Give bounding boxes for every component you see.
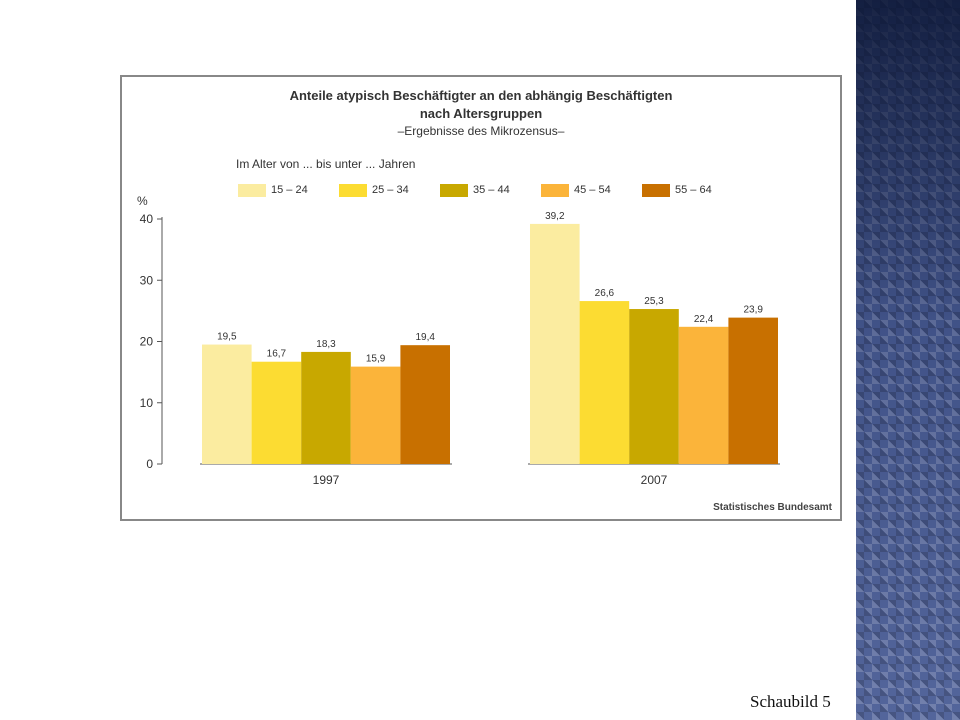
x-tick-label: 1997 [313, 473, 340, 487]
chart-plot: % 0 10 20 30 40 19,5 16,7 18,3 15,9 19,4 1997 39,2 26… [137, 194, 780, 487]
bar [202, 344, 252, 464]
chart-figure: Anteile atypisch Beschäftigter an den ab… [120, 75, 842, 521]
bar [350, 366, 401, 464]
bar [400, 345, 450, 464]
y-tick-label: 40 [140, 212, 154, 226]
legend-label: 15 – 24 [271, 184, 308, 196]
legend-swatch [238, 183, 266, 197]
legend-swatch [541, 183, 569, 197]
slide-caption: Schaubild 5 [750, 692, 831, 711]
legend-item: 55 – 64 [642, 182, 712, 198]
source-note: Statistisches Bundesamt [713, 502, 832, 513]
data-label: 22,4 [694, 314, 714, 325]
side-panel [856, 0, 960, 720]
bar [301, 351, 351, 464]
legend-item: 35 – 44 [440, 182, 510, 198]
y-tick-label: 10 [140, 396, 154, 410]
data-label: 18,3 [316, 339, 336, 350]
y-tick-label: 20 [140, 335, 154, 349]
chart-title: Anteile atypisch Beschäftigter an den ab… [289, 88, 673, 103]
data-label: 39,2 [545, 211, 565, 222]
legend-label: 25 – 34 [372, 184, 409, 196]
data-label: 16,7 [267, 349, 287, 360]
y-tick-label: 30 [140, 273, 154, 287]
bar [728, 317, 778, 464]
bar [251, 361, 302, 464]
data-label: 26,6 [595, 288, 615, 299]
legend-title: Im Alter von ... bis unter ... Jahren [236, 157, 416, 171]
chart-title-block: Anteile atypisch Beschäftigter an den ab… [122, 87, 840, 140]
legend-item: 45 – 54 [541, 182, 611, 198]
bar [629, 309, 679, 464]
chart-title-line2: nach Altersgruppen [419, 106, 543, 121]
data-label: 15,9 [366, 354, 386, 365]
y-axis-unit: % [137, 194, 148, 208]
bar [579, 301, 630, 464]
chart-subtitle: –Ergebnisse des Mikrozensus– [397, 124, 565, 138]
x-tick-label: 2007 [641, 473, 668, 487]
legend-label: 55 – 64 [675, 184, 712, 196]
y-tick-label: 0 [146, 457, 153, 471]
bar [530, 223, 580, 464]
legend-swatch [440, 183, 468, 197]
data-label: 25,3 [644, 296, 664, 307]
legend-label: 35 – 44 [473, 184, 510, 196]
legend-label: 45 – 54 [574, 184, 611, 196]
legend-swatch [642, 183, 670, 197]
legend-item: 15 – 24 [238, 182, 308, 198]
legend-item: 25 – 34 [339, 182, 409, 198]
data-label: 19,4 [415, 332, 435, 343]
legend-swatch [339, 183, 367, 197]
data-label: 19,5 [217, 332, 237, 343]
data-label: 23,9 [743, 305, 763, 316]
bar [678, 326, 729, 464]
